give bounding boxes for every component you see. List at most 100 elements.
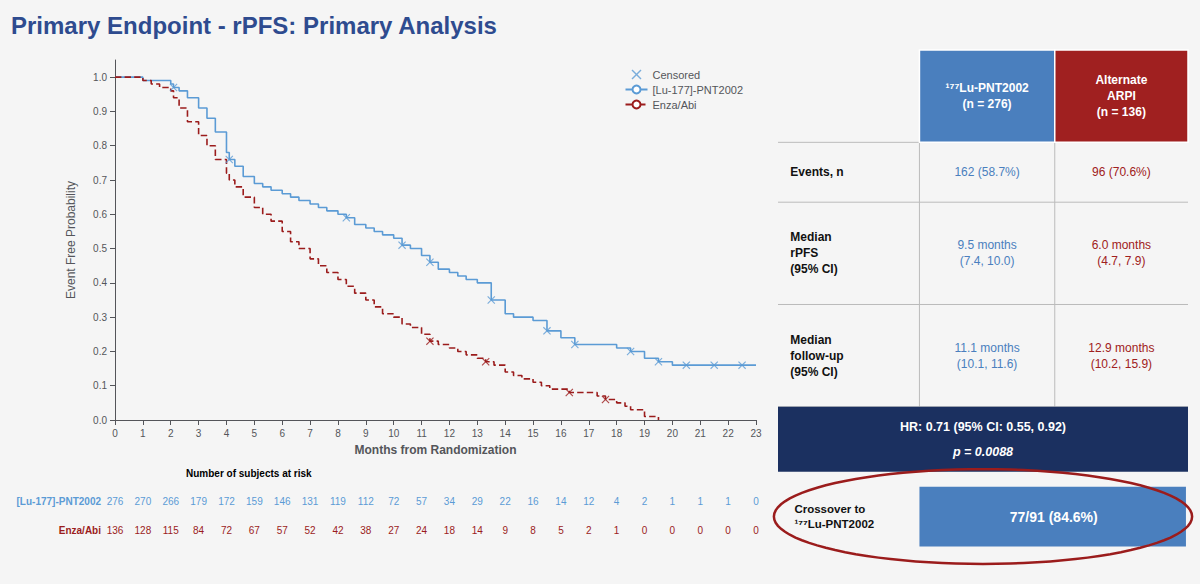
svg-text:0.3: 0.3 [93, 312, 107, 323]
svg-text:(10.2, 15.9): (10.2, 15.9) [1091, 357, 1152, 371]
svg-text:21: 21 [695, 428, 707, 439]
svg-text:52: 52 [305, 525, 317, 536]
svg-text:¹⁷⁷Lu-PNT2002: ¹⁷⁷Lu-PNT2002 [794, 518, 874, 530]
svg-text:2: 2 [642, 496, 648, 507]
svg-text:179: 179 [190, 496, 207, 507]
svg-text:14: 14 [500, 428, 512, 439]
svg-text:Median: Median [790, 230, 831, 244]
svg-text:96 (70.6%): 96 (70.6%) [1092, 165, 1151, 179]
svg-text:6: 6 [279, 428, 285, 439]
svg-text:1.0: 1.0 [93, 72, 107, 83]
svg-text:Number of subjects at risk: Number of subjects at risk [186, 468, 312, 479]
svg-text:38: 38 [360, 525, 372, 536]
svg-text:0.7: 0.7 [93, 175, 107, 186]
svg-text:0.0: 0.0 [93, 415, 107, 426]
svg-text:1: 1 [697, 496, 703, 507]
svg-text:Event Free Probability: Event Free Probability [64, 181, 78, 299]
svg-text:¹⁷⁷Lu-PNT2002: ¹⁷⁷Lu-PNT2002 [945, 81, 1029, 95]
svg-text:172: 172 [218, 496, 235, 507]
svg-text:0.5: 0.5 [93, 243, 107, 254]
svg-text:16: 16 [555, 428, 567, 439]
svg-text:0.8: 0.8 [93, 140, 107, 151]
svg-text:8: 8 [335, 428, 341, 439]
svg-text:12: 12 [444, 428, 456, 439]
svg-text:5: 5 [252, 428, 258, 439]
svg-text:131: 131 [302, 496, 319, 507]
svg-text:(4.7, 7.9): (4.7, 7.9) [1097, 254, 1145, 268]
svg-text:follow-up: follow-up [790, 349, 843, 363]
svg-text:11: 11 [416, 428, 427, 439]
svg-text:Enza/Abi: Enza/Abi [59, 525, 101, 536]
svg-text:2: 2 [168, 428, 174, 439]
svg-text:84: 84 [193, 525, 205, 536]
svg-text:17: 17 [583, 428, 595, 439]
svg-text:0.4: 0.4 [93, 277, 107, 288]
svg-text:266: 266 [162, 496, 179, 507]
svg-text:0: 0 [697, 525, 703, 536]
svg-text:29: 29 [472, 496, 484, 507]
svg-text:15: 15 [527, 428, 539, 439]
svg-text:24: 24 [416, 525, 428, 536]
svg-text:Alternate: Alternate [1095, 73, 1147, 87]
svg-text:159: 159 [246, 496, 263, 507]
svg-text:Months from Randomization: Months from Randomization [355, 443, 517, 457]
svg-text:22: 22 [500, 496, 512, 507]
svg-text:14: 14 [472, 525, 484, 536]
svg-text:0: 0 [112, 428, 118, 439]
svg-text:4: 4 [614, 496, 620, 507]
svg-text:276: 276 [107, 496, 124, 507]
svg-text:(10.1, 11.6): (10.1, 11.6) [957, 357, 1017, 371]
svg-text:Primary Endpoint - rPFS: Prima: Primary Endpoint - rPFS: Primary Analysi… [11, 12, 497, 39]
svg-text:1: 1 [614, 525, 620, 536]
svg-text:19: 19 [639, 428, 651, 439]
svg-text:0: 0 [642, 525, 648, 536]
svg-text:0: 0 [725, 525, 731, 536]
svg-text:72: 72 [388, 496, 400, 507]
svg-text:16: 16 [527, 496, 539, 507]
svg-text:Crossover to: Crossover to [794, 503, 865, 515]
svg-text:Median: Median [790, 333, 831, 347]
svg-text:119: 119 [330, 496, 346, 507]
svg-text:27: 27 [388, 525, 400, 536]
svg-text:4: 4 [224, 428, 230, 439]
svg-text:34: 34 [444, 496, 456, 507]
svg-text:23: 23 [750, 428, 762, 439]
svg-text:1: 1 [725, 496, 731, 507]
svg-text:77/91 (84.6%): 77/91 (84.6%) [1010, 509, 1098, 525]
svg-text:136: 136 [107, 525, 124, 536]
svg-text:13: 13 [472, 428, 484, 439]
svg-text:[Lu-177]-PNT2002: [Lu-177]-PNT2002 [653, 84, 744, 96]
svg-text:0: 0 [753, 496, 759, 507]
svg-text:0.2: 0.2 [93, 346, 107, 357]
svg-text:57: 57 [277, 525, 289, 536]
svg-text:112: 112 [358, 496, 374, 507]
svg-text:14: 14 [555, 496, 567, 507]
svg-text:p = 0.0088: p = 0.0088 [952, 445, 1013, 459]
svg-text:128: 128 [135, 525, 152, 536]
svg-text:(95% CI): (95% CI) [790, 262, 837, 276]
svg-text:12: 12 [583, 496, 595, 507]
svg-text:0.9: 0.9 [93, 106, 107, 117]
svg-text:2: 2 [586, 525, 592, 536]
svg-text:Events, n: Events, n [790, 165, 843, 179]
svg-text:(95% CI): (95% CI) [790, 365, 837, 379]
svg-text:11.1 months: 11.1 months [955, 341, 1020, 355]
svg-text:rPFS: rPFS [790, 246, 818, 260]
svg-text:42: 42 [332, 525, 344, 536]
svg-text:57: 57 [416, 496, 428, 507]
svg-text:115: 115 [163, 525, 179, 536]
svg-text:HR: 0.71 (95% CI: 0.55, 0.92): HR: 0.71 (95% CI: 0.55, 0.92) [900, 420, 1066, 434]
svg-text:67: 67 [249, 525, 261, 536]
svg-text:0.6: 0.6 [93, 209, 107, 220]
svg-text:9: 9 [363, 428, 369, 439]
svg-text:6.0 months: 6.0 months [1092, 238, 1151, 252]
svg-text:9: 9 [502, 525, 508, 536]
svg-text:162 (58.7%): 162 (58.7%) [954, 165, 1019, 179]
svg-text:5: 5 [558, 525, 564, 536]
svg-text:20: 20 [667, 428, 679, 439]
svg-text:22: 22 [723, 428, 735, 439]
svg-text:(n = 276): (n = 276) [963, 97, 1012, 111]
svg-text:18: 18 [444, 525, 456, 536]
svg-text:(7.4, 10.0): (7.4, 10.0) [960, 254, 1015, 268]
svg-text:18: 18 [611, 428, 623, 439]
